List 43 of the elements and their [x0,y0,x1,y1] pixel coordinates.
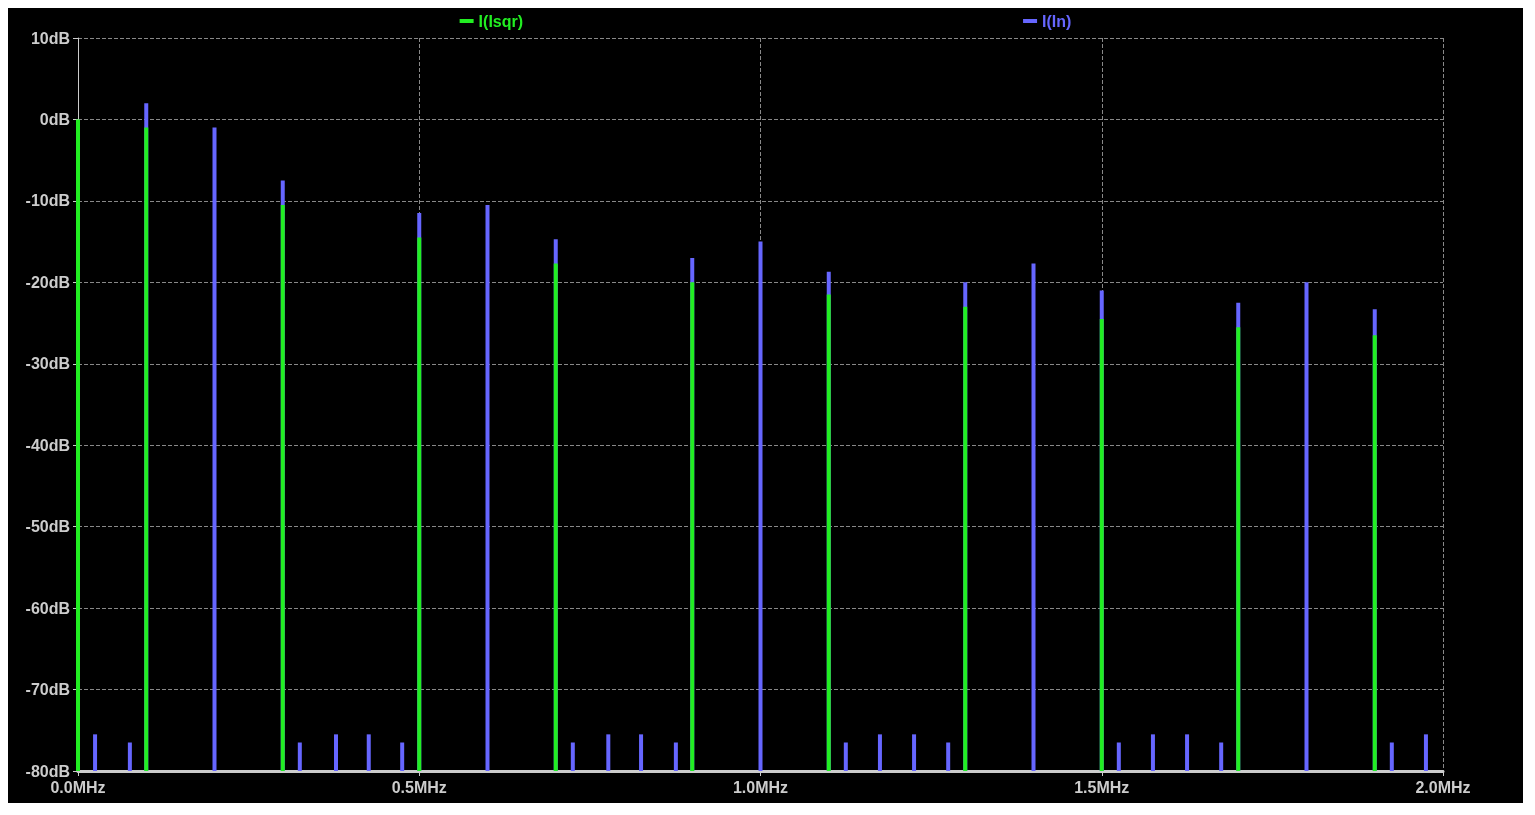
y-tick-label: 0dB [39,110,70,128]
bar [297,742,302,771]
x-tick-label: 0.0MHz [50,778,106,796]
bar [485,204,490,771]
y-tick-label: -70dB [25,681,70,699]
bar [333,734,338,771]
bar [758,241,763,771]
bar [1116,742,1121,771]
bar [127,742,132,771]
bar [1423,734,1428,771]
legend-label: I(Isqr) [478,12,524,30]
bar [1219,742,1224,771]
bar [76,119,80,771]
bar [877,734,882,771]
bar [570,742,575,771]
bar [1304,282,1309,771]
bar [673,742,678,771]
x-tick-label: 1.5MHz [1074,778,1130,796]
bar [400,742,405,771]
bar [946,742,951,771]
y-tick-label: -30dB [25,355,70,373]
bar [366,734,371,771]
legend-label: I(In) [1042,12,1072,30]
bar [639,734,644,771]
bar [912,734,917,771]
bar [212,127,217,771]
bar [1389,742,1394,771]
y-tick-label: -10dB [25,192,70,210]
y-tick-label: -50dB [25,518,70,536]
bar [843,742,848,771]
bar [606,734,611,771]
bar [1031,263,1036,771]
x-tick-label: 2.0MHz [1415,778,1471,796]
bar [1185,734,1190,771]
y-tick-label: -40dB [25,436,70,454]
bar [1150,734,1155,771]
y-tick-label: -20dB [25,273,70,291]
y-tick-label: -60dB [25,599,70,617]
x-tick-label: 0.5MHz [391,778,447,796]
y-tick-label: -80dB [25,762,70,780]
y-tick-label: 10dB [30,29,70,47]
x-tick-label: 1.0MHz [732,778,789,796]
bar [93,734,98,771]
